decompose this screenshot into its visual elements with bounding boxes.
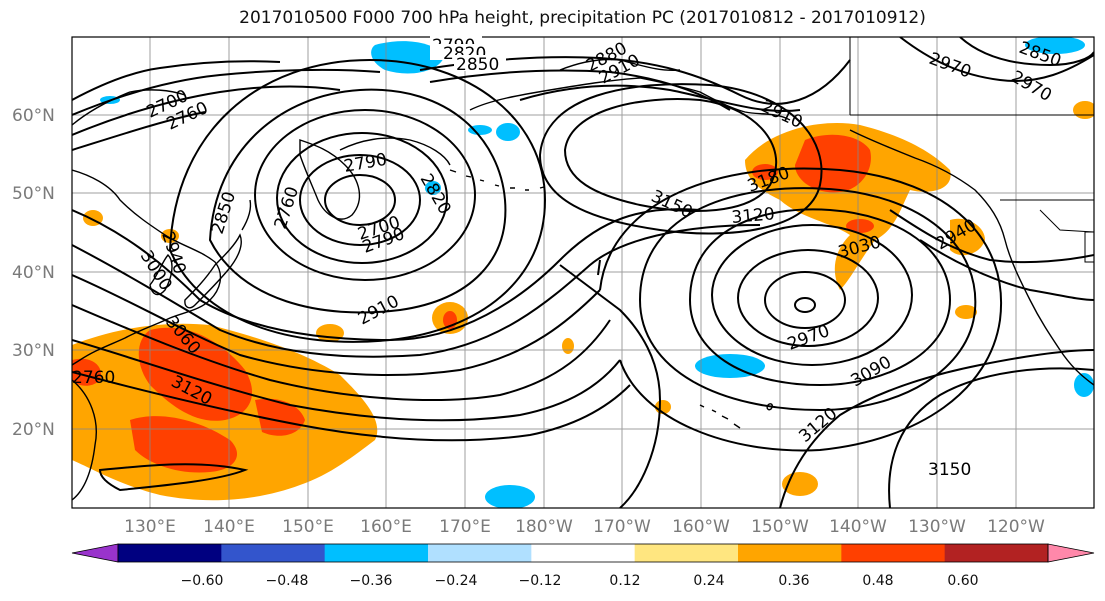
- lat-label: 40°N: [12, 263, 55, 283]
- lon-label: 160°W: [672, 517, 730, 537]
- colorbar-extend-low: [71, 543, 119, 563]
- lon-label: 150°E: [282, 517, 334, 537]
- colorbar-tick-label: −0.60: [181, 573, 224, 589]
- colorbar-segment: [428, 544, 532, 562]
- lon-label: 170°E: [439, 517, 491, 537]
- contour-label: 3120: [731, 204, 776, 228]
- colorbar-tick-label: 0.24: [693, 573, 724, 589]
- colorbar-segment: [324, 544, 429, 562]
- lat-label: 60°N: [12, 106, 55, 126]
- colorbar-tick-label: −0.24: [435, 573, 478, 589]
- colorbar-segment: [634, 544, 739, 562]
- contour-label: 2760: [72, 368, 115, 388]
- colorbar-tick-label: 0.12: [609, 573, 640, 589]
- lat-axis: 60°N 50°N 40°N 30°N 20°N: [12, 106, 55, 440]
- height-contours: [72, 37, 1094, 508]
- colorbar-segment: [118, 544, 222, 562]
- colorbar-ticks: −0.60 −0.48 −0.36 −0.24 −0.12 0.12 0.24 …: [181, 573, 979, 589]
- contour-label: 3150: [928, 460, 971, 480]
- colorbar-tick-label: −0.48: [266, 573, 309, 589]
- colorbar: [71, 543, 1095, 563]
- lon-label: 140°E: [203, 517, 255, 537]
- colorbar-tick-label: 0.60: [947, 573, 978, 589]
- colorbar-tick-label: 0.36: [778, 573, 809, 589]
- colorbar-segment: [531, 544, 636, 562]
- contour-label: 2850: [456, 55, 499, 75]
- lat-label: 50°N: [12, 184, 55, 204]
- lon-label: 130°E: [124, 517, 176, 537]
- colorbar-segment: [841, 544, 946, 562]
- colorbar-tick-label: −0.12: [519, 573, 562, 589]
- lon-label: 160°E: [360, 517, 412, 537]
- lon-label: 130°W: [908, 517, 966, 537]
- lon-label: 150°W: [751, 517, 809, 537]
- lon-label: 170°W: [593, 517, 651, 537]
- lon-label: 180°W: [515, 517, 573, 537]
- borders: [849, 37, 1094, 263]
- colorbar-segment: [944, 544, 1049, 562]
- lon-label: 140°W: [829, 517, 887, 537]
- map-frame: [71, 36, 1095, 509]
- lat-label: 20°N: [12, 420, 55, 440]
- lon-axis: 130°E 140°E 150°E 160°E 170°E 180°W 170°…: [124, 517, 1045, 537]
- lat-label: 30°N: [12, 341, 55, 361]
- colorbar-frame: [117, 543, 1049, 563]
- colorbar-tick-label: 0.48: [862, 573, 893, 589]
- lon-label: 120°W: [987, 517, 1045, 537]
- colorbar-tick-label: −0.36: [350, 573, 393, 589]
- colorbar-segment: [738, 544, 842, 562]
- colorbar-extend-high: [1047, 543, 1095, 563]
- coastlines: [72, 58, 1094, 501]
- colorbar-segment: [221, 544, 326, 562]
- map-title: 2017010500 F000 700 hPa height, precipit…: [239, 8, 926, 28]
